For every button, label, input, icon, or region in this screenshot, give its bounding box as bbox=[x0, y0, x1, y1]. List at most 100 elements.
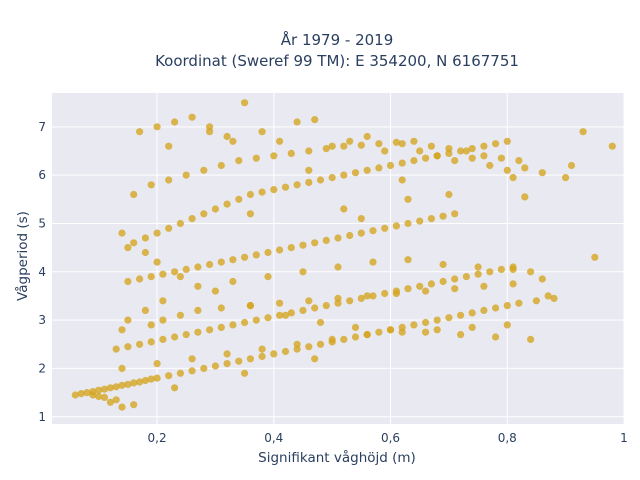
scatter-point bbox=[386, 326, 395, 334]
scatter-point bbox=[293, 340, 301, 348]
scatter-point bbox=[410, 157, 418, 165]
y-tick-label: 5 bbox=[38, 216, 46, 230]
scatter-point bbox=[171, 384, 179, 392]
scatter-point bbox=[404, 285, 412, 293]
scatter-point bbox=[527, 335, 535, 343]
scatter-point bbox=[363, 331, 371, 339]
scatter-point bbox=[346, 231, 354, 240]
scatter-point bbox=[410, 321, 418, 329]
scatter-point bbox=[445, 314, 453, 322]
scatter-point bbox=[188, 355, 196, 363]
scatter-point bbox=[322, 302, 330, 310]
scatter-point bbox=[311, 239, 319, 247]
scatter-point bbox=[71, 391, 79, 399]
scatter-point bbox=[433, 326, 441, 334]
scatter-point bbox=[381, 224, 389, 232]
scatter-point bbox=[252, 251, 260, 259]
scatter-point bbox=[182, 265, 190, 273]
scatter-point bbox=[112, 396, 120, 404]
y-tick-label: 4 bbox=[38, 265, 46, 279]
x-tick-label: 0,8 bbox=[498, 431, 517, 445]
y-axis-ticks: 1 2 3 4 5 6 7 bbox=[38, 120, 46, 424]
scatter-point bbox=[509, 280, 517, 288]
scatter-point bbox=[509, 174, 517, 182]
scatter-point bbox=[538, 275, 546, 283]
scatter-point bbox=[346, 137, 354, 145]
plot-area bbox=[52, 93, 624, 424]
scatter-point bbox=[299, 241, 307, 249]
scatter-point bbox=[89, 391, 97, 399]
scatter-point bbox=[95, 386, 103, 394]
scatter-point bbox=[124, 316, 132, 324]
scatter-point bbox=[217, 323, 225, 331]
scatter-point bbox=[486, 268, 494, 276]
scatter-point bbox=[153, 123, 161, 131]
scatter-point bbox=[404, 256, 412, 264]
scatter-point bbox=[591, 253, 599, 261]
scatter-point bbox=[276, 246, 284, 254]
scatter-point bbox=[264, 314, 272, 322]
scatter-point bbox=[532, 297, 541, 305]
scatter-point bbox=[521, 193, 529, 201]
y-tick-label: 3 bbox=[38, 313, 46, 327]
scatter-point bbox=[211, 362, 219, 370]
scatter-point bbox=[305, 147, 313, 155]
scatter-point bbox=[241, 253, 249, 261]
scatter-point bbox=[188, 367, 196, 375]
scatter-point bbox=[457, 311, 465, 319]
y-tick-label: 1 bbox=[38, 410, 46, 424]
scatter-point bbox=[468, 323, 476, 331]
y-tick-label: 2 bbox=[38, 361, 46, 375]
scatter-point bbox=[357, 294, 365, 302]
scatter-point bbox=[235, 357, 243, 365]
x-axis-ticks: 0,2 0,4 0,6 0,8 1 bbox=[148, 431, 628, 445]
scatter-point bbox=[188, 215, 196, 223]
scatter-point bbox=[398, 328, 406, 336]
scatter-point bbox=[293, 181, 301, 189]
scatter-point bbox=[544, 292, 552, 300]
x-tick-label: 0,2 bbox=[148, 431, 167, 445]
scatter-point bbox=[130, 379, 138, 387]
scatter-point bbox=[474, 270, 482, 278]
chart-title-line-1: År 1979 - 2019 bbox=[281, 30, 394, 49]
scatter-point bbox=[608, 142, 616, 150]
y-tick-label: 7 bbox=[38, 120, 46, 134]
scatter-point bbox=[153, 258, 161, 266]
x-tick-label: 0,4 bbox=[264, 431, 283, 445]
scatter-point bbox=[503, 321, 511, 329]
scatter-point bbox=[217, 258, 225, 266]
scatter-point bbox=[579, 128, 587, 136]
scatter-point bbox=[281, 183, 290, 191]
scatter-point bbox=[316, 176, 325, 184]
scatter-point bbox=[287, 244, 295, 252]
scatter-point bbox=[136, 128, 144, 136]
x-axis-title: Signifikant våghöjd (m) bbox=[258, 449, 416, 466]
scatter-point bbox=[136, 275, 144, 283]
scatter-point bbox=[328, 142, 336, 150]
y-tick-label: 6 bbox=[38, 168, 46, 182]
scatter-point bbox=[171, 118, 179, 126]
scatter-point bbox=[229, 256, 237, 264]
scatter-point bbox=[281, 347, 290, 356]
scatter-point bbox=[433, 152, 441, 160]
scatter-point bbox=[153, 374, 161, 382]
scatter-point bbox=[351, 323, 360, 331]
scatter-point bbox=[416, 217, 424, 225]
scatter-point bbox=[322, 236, 330, 244]
scatter-point bbox=[340, 205, 348, 213]
scatter-point bbox=[83, 389, 91, 397]
scatter-point bbox=[246, 210, 254, 218]
scatter-point bbox=[439, 212, 447, 220]
scatter-point bbox=[264, 273, 272, 281]
scatter-point bbox=[422, 328, 430, 336]
scatter-point bbox=[398, 140, 406, 148]
scatter-point bbox=[246, 302, 254, 310]
scatter-point bbox=[328, 335, 336, 343]
scatter-point bbox=[527, 268, 535, 276]
scatter-point bbox=[480, 306, 488, 314]
scatter-point bbox=[299, 268, 307, 276]
scatter-point bbox=[503, 302, 511, 310]
scatter-point bbox=[264, 248, 272, 257]
scatter-point bbox=[141, 234, 149, 242]
